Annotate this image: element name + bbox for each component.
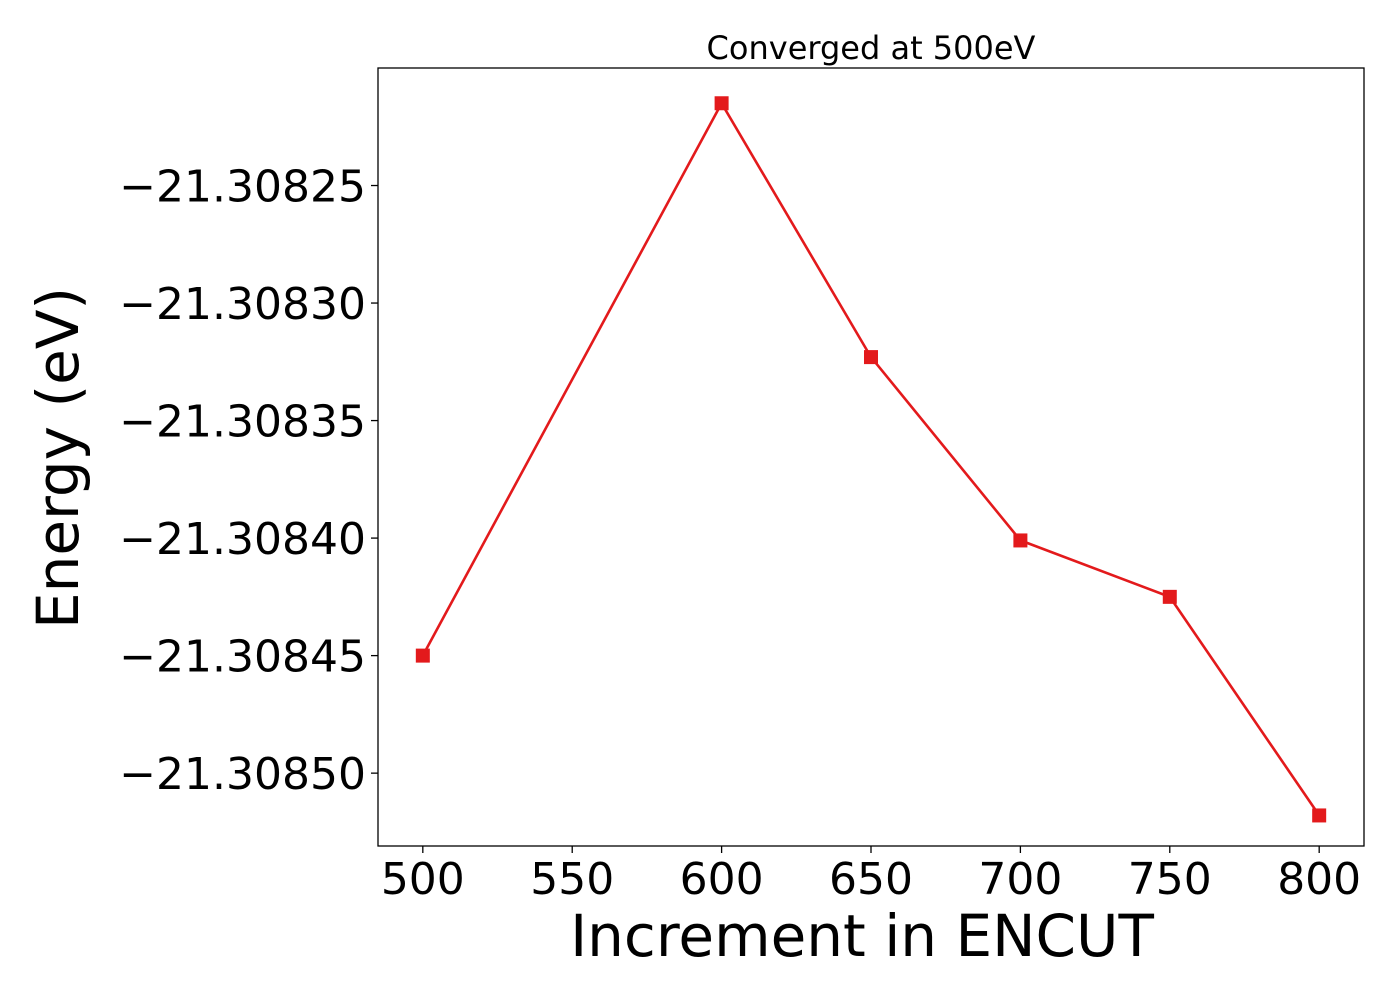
x-axis-title: Increment in ENCUT [570, 902, 1154, 970]
plot-frame [377, 67, 1365, 847]
x-tick-label: 700 [978, 854, 1062, 905]
data-point [864, 350, 878, 365]
x-tick-label: 650 [829, 854, 913, 905]
x-tick-label: 800 [1277, 854, 1361, 905]
data-point [1312, 808, 1327, 823]
y-tick-label: −21.30840 [119, 514, 366, 565]
chart-title: Converged at 500eV [707, 29, 1036, 67]
series-line [421, 102, 1321, 817]
data-point [1013, 533, 1028, 548]
y-tick-label: −21.30850 [119, 749, 366, 800]
y-tick-label: −21.30845 [119, 632, 366, 683]
y-tick-label: −21.30825 [119, 162, 366, 213]
x-tick-label: 750 [1128, 854, 1212, 905]
y-axis-title: Energy (eV) [24, 287, 92, 629]
x-tick-label: 600 [680, 854, 764, 905]
y-tick-label: −21.30835 [119, 397, 366, 448]
data-point [714, 96, 729, 111]
x-tick-label: 550 [530, 854, 614, 905]
x-tick-label: 500 [381, 854, 465, 905]
data-point [1162, 589, 1177, 604]
y-tick-label: −21.30830 [119, 279, 366, 330]
data-point [415, 648, 430, 663]
plot-area: 500 550 600 650 700 750 800 −21.30825 −21.30830 −… [119, 67, 1365, 905]
